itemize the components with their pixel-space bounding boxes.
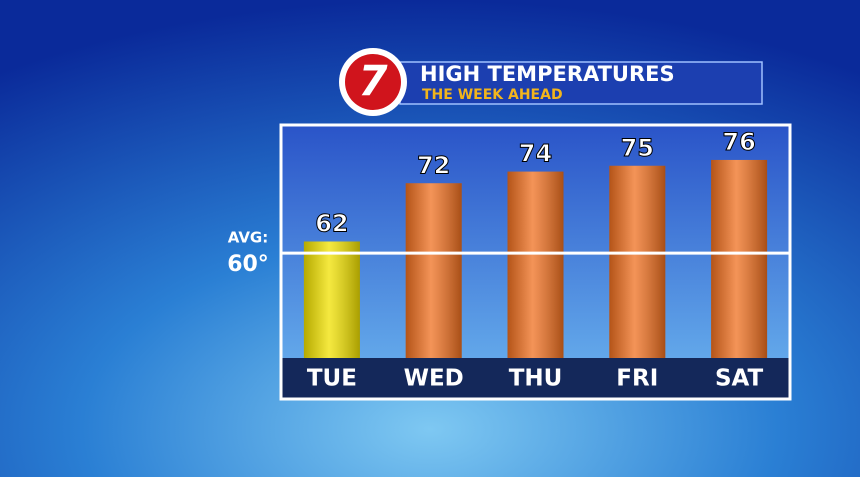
bar-shade (303, 241, 360, 358)
logo: 7 (358, 57, 388, 106)
avg-label: AVG: (228, 229, 269, 247)
plot-frame (279, 123, 792, 401)
value-label: 72 (417, 151, 450, 179)
value-label: 74 (519, 140, 552, 168)
value-label: 76 (722, 128, 755, 156)
avg-value: 60° (227, 252, 269, 277)
chart-title: HIGH TEMPERATURES (420, 62, 675, 86)
x-tick-label: THU (509, 366, 563, 392)
logo-disc (345, 54, 401, 110)
x-tick-label: TUE (307, 366, 357, 392)
x-tick-label: SAT (715, 366, 764, 392)
bar-shade (507, 171, 564, 358)
bar-shade (609, 165, 666, 358)
chart-subtitle: THE WEEK AHEAD (422, 87, 563, 103)
title-banner (399, 61, 763, 105)
bar-shade (711, 159, 768, 358)
label-strip (281, 358, 790, 398)
value-label: 75 (621, 134, 654, 162)
bar-shade (405, 183, 462, 358)
x-tick-label: FRI (616, 366, 658, 392)
x-tick-label: WED (404, 366, 464, 392)
value-label: 62 (315, 210, 348, 238)
